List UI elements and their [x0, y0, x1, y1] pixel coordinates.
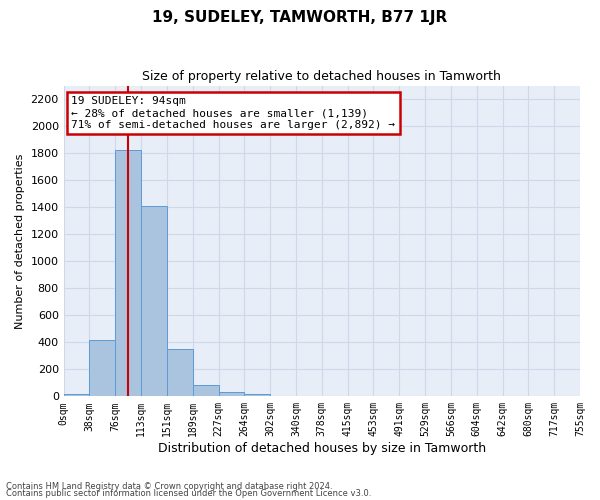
Bar: [244, 394, 270, 396]
Y-axis label: Number of detached properties: Number of detached properties: [15, 154, 25, 328]
Bar: [167, 349, 193, 397]
Text: 19, SUDELEY, TAMWORTH, B77 1JR: 19, SUDELEY, TAMWORTH, B77 1JR: [152, 10, 448, 25]
Bar: [115, 150, 141, 396]
Bar: [89, 340, 115, 396]
Text: 19 SUDELEY: 94sqm
← 28% of detached houses are smaller (1,139)
71% of semi-detac: 19 SUDELEY: 94sqm ← 28% of detached hous…: [71, 96, 395, 130]
Bar: [141, 206, 167, 396]
Title: Size of property relative to detached houses in Tamworth: Size of property relative to detached ho…: [142, 70, 501, 83]
Text: Contains HM Land Registry data © Crown copyright and database right 2024.: Contains HM Land Registry data © Crown c…: [6, 482, 332, 491]
Bar: [218, 392, 244, 396]
Text: Contains public sector information licensed under the Open Government Licence v3: Contains public sector information licen…: [6, 490, 371, 498]
X-axis label: Distribution of detached houses by size in Tamworth: Distribution of detached houses by size …: [158, 442, 486, 455]
Bar: [193, 385, 218, 396]
Bar: [64, 394, 89, 396]
